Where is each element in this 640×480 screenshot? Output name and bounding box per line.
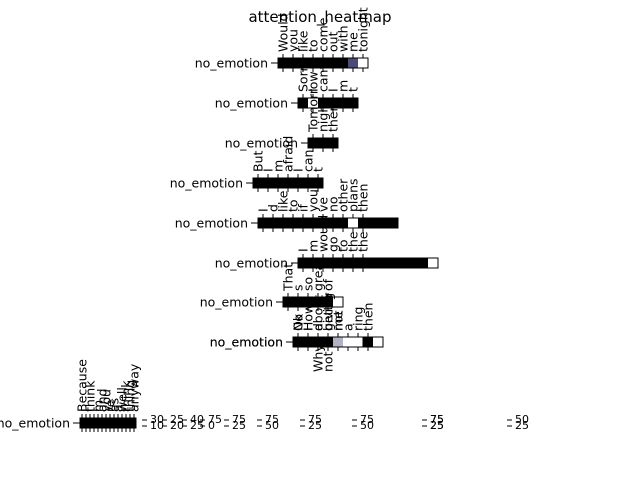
row-label: no_emotion bbox=[195, 56, 268, 71]
heatmap-row: no_emotionBecauseIthinkImandyoureasawell… bbox=[0, 359, 142, 432]
heatmap-cell bbox=[373, 337, 383, 347]
heatmap-cell bbox=[348, 218, 358, 228]
heatmap-cell bbox=[378, 258, 388, 268]
heatmap-cell bbox=[388, 258, 398, 268]
heatmap-cell bbox=[84, 418, 88, 428]
colorbar-tick-label: 0 bbox=[208, 419, 215, 432]
heatmap-cell bbox=[293, 178, 303, 188]
heatmap-cell bbox=[104, 418, 108, 428]
heatmap-cell bbox=[328, 258, 338, 268]
heatmap-cell bbox=[278, 218, 288, 228]
heatmap-cell bbox=[308, 138, 318, 148]
token-label: not bbox=[331, 310, 346, 331]
heatmap-cell bbox=[408, 258, 418, 268]
colorbar-tick-label: 50 bbox=[360, 419, 374, 432]
heatmap-cell bbox=[348, 258, 358, 268]
row-label: no_emotion bbox=[215, 256, 288, 271]
heatmap-cell bbox=[338, 258, 348, 268]
heatmap-cell bbox=[418, 258, 428, 268]
colorbar-tick-label: 25 bbox=[515, 419, 529, 432]
colorbar-tick-label: 20 bbox=[170, 419, 184, 432]
token-label: not bbox=[321, 351, 336, 372]
colorbar-tick-label: 25 bbox=[308, 419, 322, 432]
heatmap-cell bbox=[278, 58, 288, 68]
heatmap-cell bbox=[348, 58, 358, 68]
token-label: tonight bbox=[356, 7, 371, 52]
token-label: anyway bbox=[127, 363, 142, 412]
token-label: the bbox=[356, 231, 371, 252]
heatmap-cell bbox=[108, 418, 112, 428]
colorbar-tick-label: 50 bbox=[265, 419, 279, 432]
heatmap-cell bbox=[283, 297, 293, 307]
heatmap-cell bbox=[333, 337, 343, 347]
token-label: t bbox=[346, 87, 361, 92]
heatmap-cell bbox=[268, 218, 278, 228]
heatmap-cell bbox=[368, 218, 378, 228]
heatmap-cell bbox=[293, 337, 303, 347]
heatmap-cell bbox=[318, 138, 328, 148]
heatmap-cell bbox=[338, 58, 348, 68]
colorbar-tick-label: 25 bbox=[232, 419, 246, 432]
heatmap-cell bbox=[298, 258, 308, 268]
heatmap-cell bbox=[313, 178, 323, 188]
heatmap-cell bbox=[338, 218, 348, 228]
heatmap-cell bbox=[92, 418, 96, 428]
heatmap-cell bbox=[96, 418, 100, 428]
heatmap-cell bbox=[88, 418, 92, 428]
heatmap-cell bbox=[112, 418, 116, 428]
heatmap-cell bbox=[368, 258, 378, 268]
heatmap-cell bbox=[258, 218, 268, 228]
heatmap-cell bbox=[132, 418, 136, 428]
heatmap-cell bbox=[80, 418, 84, 428]
heatmap-cell bbox=[358, 258, 368, 268]
heatmap-cell bbox=[378, 218, 388, 228]
token-label: then bbox=[361, 303, 376, 331]
token-label: then bbox=[356, 184, 371, 212]
heatmap-cell bbox=[253, 178, 263, 188]
heatmap-cell bbox=[288, 218, 298, 228]
heatmap-cell bbox=[428, 258, 438, 268]
heatmap-cell bbox=[358, 58, 368, 68]
row-label: no_emotion bbox=[0, 416, 70, 431]
colorbar-tick-label: 10 bbox=[150, 419, 164, 432]
token-label: t bbox=[311, 167, 326, 172]
heatmap-cell bbox=[303, 178, 313, 188]
row-label: no_emotion bbox=[175, 216, 248, 231]
heatmap-cell bbox=[398, 258, 408, 268]
heatmap-cell bbox=[388, 218, 398, 228]
row-label: no_emotion bbox=[170, 176, 243, 191]
heatmap-cell bbox=[263, 178, 273, 188]
heatmap-cell bbox=[273, 178, 283, 188]
heatmap-cell bbox=[124, 418, 128, 428]
heatmap-cell bbox=[348, 98, 358, 108]
heatmap-cell bbox=[128, 418, 132, 428]
heatmap-cell bbox=[120, 418, 124, 428]
heatmap-cell bbox=[298, 218, 308, 228]
token-label: afraid bbox=[281, 136, 296, 172]
heatmap-cell bbox=[343, 337, 353, 347]
heatmap-cell bbox=[353, 337, 363, 347]
colorbar-tick-label: 25 bbox=[430, 419, 444, 432]
row-label: no_emotion bbox=[200, 295, 273, 310]
heatmap-cell bbox=[363, 337, 373, 347]
heatmap-cell bbox=[283, 178, 293, 188]
heatmap-cell bbox=[100, 418, 104, 428]
row-label: no_emotion bbox=[215, 96, 288, 111]
heatmap-cell bbox=[116, 418, 120, 428]
heatmap-cell bbox=[358, 218, 368, 228]
heatmap-cell bbox=[328, 138, 338, 148]
token-label: of bbox=[321, 278, 336, 291]
token-label: then bbox=[326, 104, 341, 132]
row-label: no_emotion bbox=[210, 335, 283, 350]
heatmap-rows: no_emotionWouldyouliketocomeoutwithmeton… bbox=[0, 7, 438, 432]
